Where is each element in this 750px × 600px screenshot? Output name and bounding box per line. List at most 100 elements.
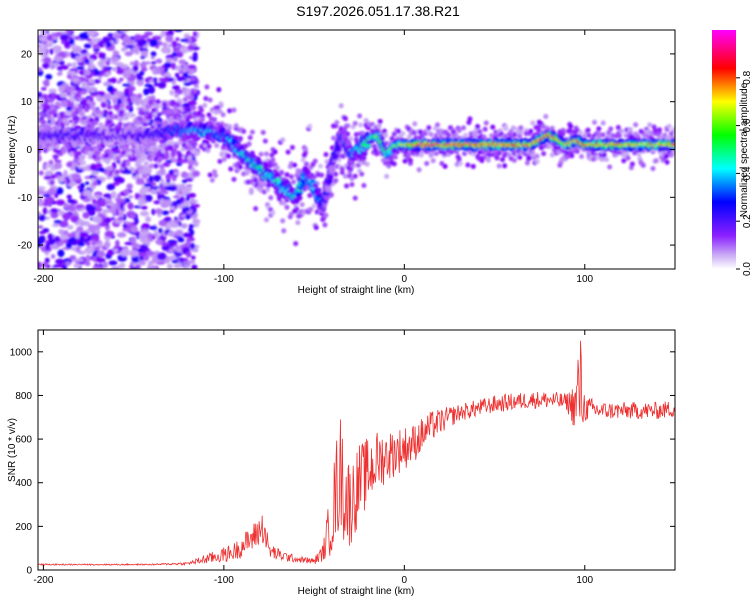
halo-speck xyxy=(308,206,314,212)
noise-speck xyxy=(136,78,145,87)
noise-speck xyxy=(88,209,96,216)
noise-speck xyxy=(94,194,101,199)
noise-speck xyxy=(169,206,176,211)
noise-speck xyxy=(72,247,78,251)
noise-speck xyxy=(50,244,60,250)
noise-speck xyxy=(42,62,50,69)
noise-speck xyxy=(38,196,43,203)
noise-speck xyxy=(119,30,130,33)
halo-speck xyxy=(579,153,585,159)
noise-speck xyxy=(116,80,122,84)
noise-speck xyxy=(163,62,172,69)
halo-speck xyxy=(38,170,44,176)
halo-speck xyxy=(263,217,269,223)
halo-speck xyxy=(136,148,142,154)
halo-speck xyxy=(384,173,390,179)
noise-speck xyxy=(171,40,178,48)
halo-speck xyxy=(54,144,60,150)
halo-speck xyxy=(247,135,253,141)
halo-speck xyxy=(171,148,177,154)
halo-speck xyxy=(503,124,509,130)
noise-speck xyxy=(151,236,156,240)
halo-speck xyxy=(556,145,562,151)
halo-speck xyxy=(361,183,367,189)
noise-speck xyxy=(155,67,161,75)
halo-speck xyxy=(77,104,83,110)
halo-speck xyxy=(93,147,99,153)
halo-speck xyxy=(164,146,170,152)
noise-speck xyxy=(116,193,122,201)
noise-speck xyxy=(147,85,156,94)
noise-speck xyxy=(66,225,74,230)
halo-speck xyxy=(528,128,534,134)
halo-speck xyxy=(457,161,463,167)
halo-speck xyxy=(155,151,161,157)
halo-speck xyxy=(114,105,120,111)
halo-speck xyxy=(470,163,476,169)
halo-speck xyxy=(139,100,145,106)
halo-speck xyxy=(418,152,424,158)
noise-speck xyxy=(38,186,46,191)
halo-speck xyxy=(311,174,317,180)
ridge-mark xyxy=(327,173,334,181)
noise-speck xyxy=(172,56,178,62)
halo-speck xyxy=(104,170,110,176)
noise-speck xyxy=(180,223,188,229)
noise-speck xyxy=(138,255,145,261)
noise-speck xyxy=(132,65,139,72)
halo-speck xyxy=(237,136,243,142)
noise-speck xyxy=(189,204,195,210)
noise-speck xyxy=(38,214,46,222)
noise-speck xyxy=(165,159,173,163)
noise-speck xyxy=(137,39,148,46)
noise-speck xyxy=(69,38,75,46)
halo-speck xyxy=(127,150,133,156)
halo-speck xyxy=(435,122,441,128)
halo-speck xyxy=(600,132,606,138)
halo-speck xyxy=(253,206,259,212)
noise-speck xyxy=(126,183,133,190)
noise-speck xyxy=(167,239,178,244)
noise-speck xyxy=(161,242,167,247)
noise-speck xyxy=(139,210,150,217)
noise-speck xyxy=(147,238,154,242)
noise-speck xyxy=(43,175,52,180)
halo-speck xyxy=(322,222,328,228)
halo-speck xyxy=(619,128,625,134)
noise-speck xyxy=(167,186,173,191)
halo-speck xyxy=(284,204,290,210)
noise-speck xyxy=(189,199,199,204)
noise-speck xyxy=(58,60,65,66)
noise-speck xyxy=(87,206,97,211)
noise-speck xyxy=(154,208,163,215)
halo-speck xyxy=(216,87,222,93)
noise-speck xyxy=(119,202,124,211)
noise-speck xyxy=(70,215,79,223)
noise-speck xyxy=(45,243,50,251)
halo-speck xyxy=(69,151,75,157)
halo-speck xyxy=(292,162,298,168)
noise-speck xyxy=(43,79,50,87)
noise-speck xyxy=(48,39,54,46)
halo-speck xyxy=(237,164,243,170)
noise-speck xyxy=(40,86,47,91)
halo-speck xyxy=(323,152,329,158)
halo-speck xyxy=(151,107,157,113)
halo-speck xyxy=(281,200,287,206)
halo-speck xyxy=(66,74,72,80)
halo-speck xyxy=(71,112,77,118)
noise-speck xyxy=(67,204,77,212)
noise-speck xyxy=(75,55,82,63)
noise-speck xyxy=(38,97,45,105)
noise-speck xyxy=(100,198,106,202)
halo-speck xyxy=(88,96,94,102)
halo-speck xyxy=(407,157,413,163)
noise-speck xyxy=(105,60,111,66)
noise-speck xyxy=(176,76,185,82)
noise-speck xyxy=(176,51,184,58)
halo-speck xyxy=(417,129,423,135)
halo-speck xyxy=(73,158,79,164)
noise-speck xyxy=(110,190,117,199)
noise-speck xyxy=(53,220,62,224)
